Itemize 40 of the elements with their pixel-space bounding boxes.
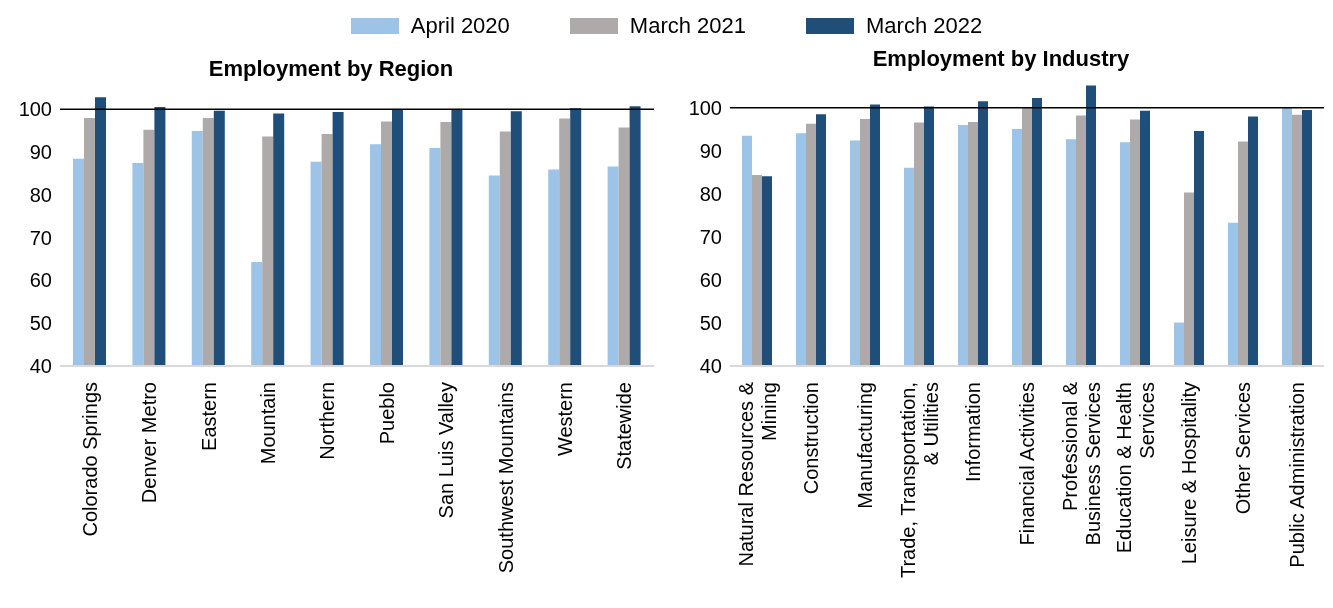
y-tick-label: 90: [699, 139, 722, 162]
x-tick-label: San Luis Valley: [435, 382, 458, 519]
y-tick-label: 40: [699, 355, 722, 378]
x-tick-label: Education & Health Services: [1112, 382, 1158, 554]
x-tick-label: Financial Activities: [1016, 382, 1038, 546]
x-tick-label: Public Administration: [1286, 382, 1308, 568]
y-tick-label: 40: [29, 355, 52, 378]
chart-title: Employment by Industry: [871, 46, 1131, 73]
x-tick-label: Construction: [800, 382, 822, 495]
y-tick-label: 80: [29, 183, 52, 206]
x-tick-label: Northern: [316, 382, 339, 460]
x-tick-label: Leisure & Hospitality: [1178, 382, 1200, 565]
y-tick-label: 80: [699, 182, 722, 205]
x-tick-label: Other Services: [1232, 382, 1254, 515]
x-tick-label: Trade, Transportation, & Utilities: [896, 382, 942, 579]
legend-label: March 2022: [866, 13, 983, 39]
y-tick-label: 70: [699, 226, 722, 249]
y-tick-label: 100: [688, 96, 722, 119]
y-tick-label: 90: [29, 141, 52, 164]
x-tick-label: Colorado Springs: [78, 382, 101, 537]
x-tick-label: Information: [962, 382, 984, 483]
y-tick-label: 60: [29, 269, 52, 292]
x-tick-label: Western: [553, 382, 576, 457]
y-tick-label: 50: [29, 312, 52, 335]
x-tick-label: Southwest Mountains: [494, 382, 517, 574]
x-tick-label: Denver Metro: [138, 382, 161, 504]
x-tick-label: Natural Resources & Mining: [734, 381, 780, 567]
x-tick-label: Professional & Business Services: [1058, 381, 1104, 546]
x-tick-label: Statewide: [613, 382, 636, 470]
y-tick-label: 50: [699, 312, 722, 335]
chart-title: Employment by Region: [207, 56, 455, 83]
legend-label: March 2021: [629, 13, 747, 39]
legend-label: April 2020: [410, 13, 510, 39]
x-tick-label: Eastern: [197, 382, 220, 451]
x-tick-label: Pueblo: [375, 382, 398, 445]
x-tick-label: Mountain: [256, 382, 279, 465]
x-tick-label: Manufacturing: [854, 382, 876, 509]
y-tick-label: 70: [29, 226, 52, 249]
y-tick-label: 60: [699, 269, 722, 292]
y-tick-label: 100: [18, 98, 52, 121]
